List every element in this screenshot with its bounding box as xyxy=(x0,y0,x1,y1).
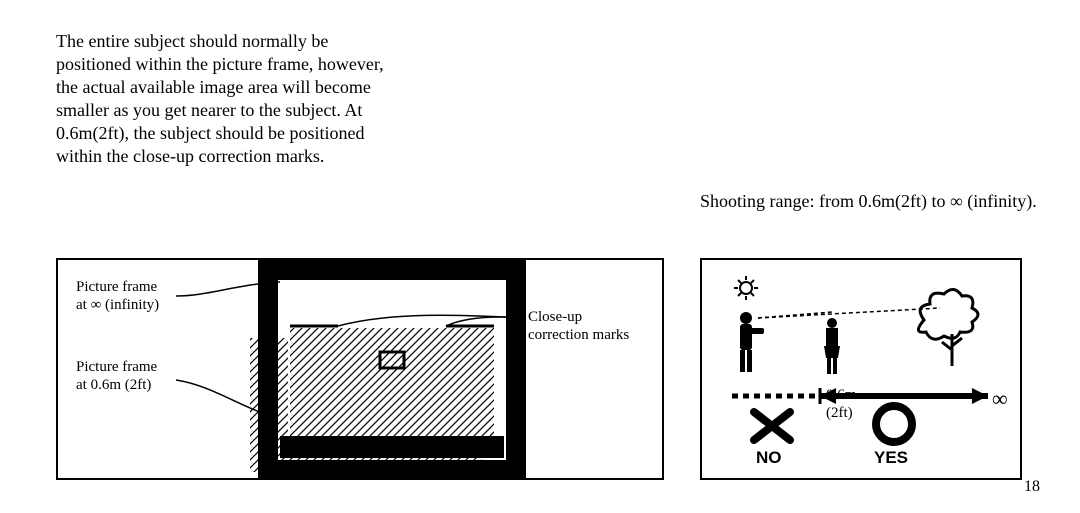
page: The entire subject should normally be po… xyxy=(0,0,1080,513)
label-text: 0.6m xyxy=(826,387,856,403)
left-paragraph: The entire subject should normally be po… xyxy=(56,30,396,168)
figure-viewfinder: Picture frame at ∞ (infinity) Picture fr… xyxy=(56,258,664,480)
label-text: (2ft) xyxy=(826,405,853,421)
figure-shooting-range: 0.6m (2ft) ∞ NO YES xyxy=(700,258,1022,480)
page-number: 18 xyxy=(1024,478,1040,496)
range-svg xyxy=(702,260,1020,478)
right-paragraph: Shooting range: from 0.6m(2ft) to ∞ (inf… xyxy=(700,190,1040,213)
viewfinder-svg xyxy=(58,260,662,478)
label-infinity: ∞ xyxy=(992,386,1008,412)
label-yes: YES xyxy=(874,448,908,468)
label-distance: 0.6m (2ft) xyxy=(826,386,856,422)
label-no: NO xyxy=(756,448,782,468)
